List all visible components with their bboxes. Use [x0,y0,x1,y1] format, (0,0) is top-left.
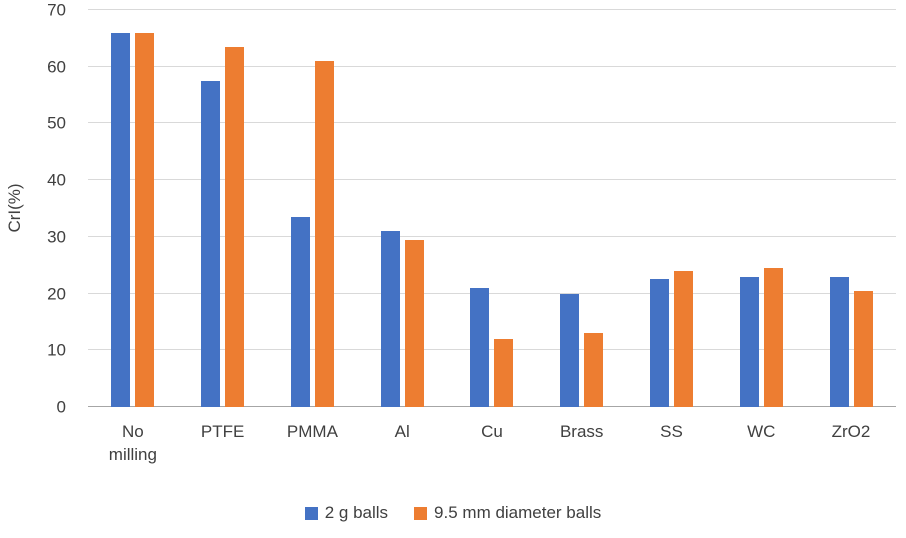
bar [560,293,580,407]
y-tick-label: 0 [56,397,66,417]
y-tick-label: 60 [47,57,66,77]
bar [739,276,759,407]
x-axis-label: PMMA [286,422,338,441]
bar-group [560,10,604,407]
x-axis-label: WC [747,422,776,441]
bar-group [111,10,155,407]
bar [111,32,131,407]
x-axis-label: PTFE [200,422,245,441]
bar [380,231,400,407]
bar-group [739,10,783,407]
x-axis-label: Cu [481,422,503,441]
legend-item: 2 g balls [304,503,389,523]
legend-label-series-1: 2 g balls [324,503,389,522]
bar [314,61,334,407]
legend-swatch-series-2 [414,506,428,520]
x-axis-label: SS [660,422,683,441]
bar-group [829,10,873,407]
y-tick-label: 10 [47,340,66,360]
bar [201,80,221,407]
legend-label-series-2: 9.5 mm diameter balls [434,503,602,522]
x-axis-label: Al [394,422,410,441]
bar [404,239,424,407]
y-tick-label: 70 [47,0,66,20]
bar [290,217,310,407]
bar [829,276,849,407]
x-axis-labels: No milling PTFE PMMA Al Cu Brass SS WC ZrO2 [88,421,896,467]
bar-group [470,10,514,407]
bar-group [649,10,693,407]
bar-group [201,10,245,407]
y-tick-label: 50 [47,113,66,133]
gridline [88,235,896,237]
bar [470,287,490,407]
y-tick-label: 40 [47,170,66,190]
bar [853,290,873,407]
x-axis-label: No milling [108,422,157,464]
gridline [88,65,896,67]
bar [763,268,783,407]
bar-group [380,10,424,407]
legend: 2 g balls 9.5 mm diameter balls [0,503,906,523]
bar-groups [88,10,896,407]
bar-group [290,10,334,407]
x-axis-line [88,406,896,407]
plot-area [88,9,896,407]
y-tick-label: 30 [47,227,66,247]
gridline [88,122,896,124]
bar [649,279,669,407]
bar [135,32,155,407]
y-tick-label: 20 [47,284,66,304]
y-axis-ticks: 0 10 20 30 40 50 60 70 [0,2,76,416]
legend-item: 9.5 mm diameter balls [414,503,601,523]
gridline [88,292,896,294]
bar [225,46,245,407]
bar [584,333,604,407]
gridline [88,349,896,351]
gridline [88,179,896,181]
gridline [88,9,896,10]
bar [673,270,693,407]
x-axis-label: ZrO2 [831,422,871,441]
x-axis-label: Brass [559,422,604,441]
bar [494,338,514,407]
legend-swatch-series-1 [304,506,318,520]
